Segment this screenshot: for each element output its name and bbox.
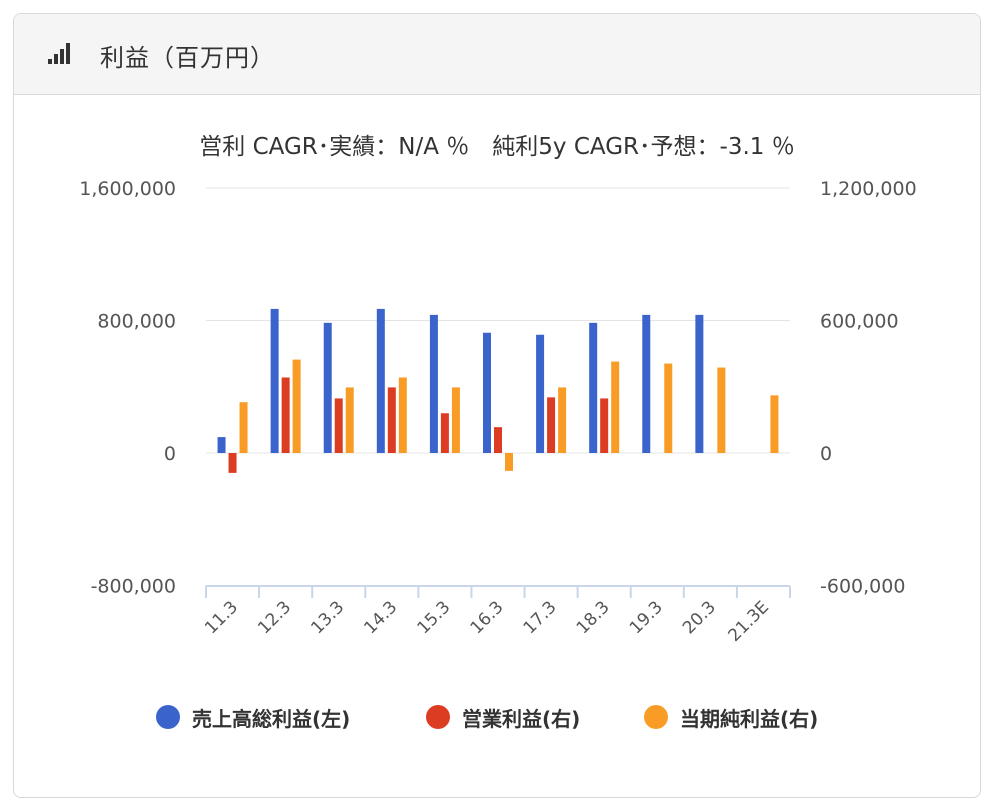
bar-3 <box>451 387 460 453</box>
chart-legend: 売上高総利益(左) 営業利益(右) 当期純利益(右) <box>14 702 980 732</box>
right-tick-label: -600,000 <box>820 576 905 598</box>
bar-3 <box>717 367 726 453</box>
bar-1 <box>589 322 598 453</box>
legend-item[interactable]: 売上高総利益(左) <box>156 702 350 732</box>
profit-chart: 営利 CAGR･実績：N/A ％ 純利5y CAGR･予想：-3.1 ％ 1,60… <box>79 134 917 646</box>
legend-label: 売上高総利益(左) <box>192 706 351 731</box>
legend-label: 当期純利益(右) <box>680 706 819 731</box>
x-tick-label: 19.3 <box>626 597 667 638</box>
legend-item[interactable]: 営業利益(右) <box>426 702 580 732</box>
chart-title: 営利 CAGR･実績：N/A ％ 純利5y CAGR･予想：-3.1 ％ <box>199 134 794 160</box>
x-tick-label: 16.3 <box>467 597 508 638</box>
bar-3 <box>292 359 301 453</box>
x-tick-label: 12.3 <box>254 597 295 638</box>
x-tick-label: 15.3 <box>414 597 455 638</box>
right-tick-label: 1,200,000 <box>820 178 917 200</box>
bar-2 <box>228 453 237 473</box>
bar-1 <box>323 322 332 453</box>
bar-1 <box>217 437 226 453</box>
left-tick-label: 800,000 <box>97 311 176 333</box>
bar-2 <box>494 427 502 453</box>
legend-marker <box>426 705 450 729</box>
bar-1 <box>536 334 545 453</box>
left-tick-label: 0 <box>164 443 176 465</box>
bar-1 <box>695 314 704 453</box>
bar-1 <box>483 332 491 453</box>
x-tick-label: 14.3 <box>360 597 401 638</box>
legend-item[interactable]: 当期純利益(右) <box>644 702 818 732</box>
left-tick-label: 1,600,000 <box>79 178 176 200</box>
panel-header: 利益（百万円） <box>14 14 980 95</box>
x-tick-label: 11.3 <box>201 597 242 638</box>
bar-3 <box>345 387 354 453</box>
bar-3 <box>505 453 513 471</box>
bar-2 <box>387 387 396 453</box>
bar-1 <box>376 308 385 453</box>
panel-title: 利益（百万円） <box>100 44 275 72</box>
right-tick-label: 0 <box>820 443 832 465</box>
left-tick-label: -800,000 <box>91 576 176 598</box>
right-tick-label: 600,000 <box>820 311 899 333</box>
legend-marker <box>156 705 180 729</box>
x-tick-label: 17.3 <box>520 597 561 638</box>
legend-marker <box>644 705 668 729</box>
bar-3 <box>611 361 620 453</box>
bar-3 <box>398 377 407 453</box>
bar-3 <box>770 395 779 453</box>
signal-bars-icon <box>48 43 70 64</box>
x-tick-label: 18.3 <box>573 597 614 638</box>
x-tick-label: 21.3E <box>724 597 773 646</box>
bar-1 <box>642 314 651 453</box>
legend-label: 営業利益(右) <box>462 706 581 731</box>
bar-3 <box>664 363 673 453</box>
x-tick-label: 20.3 <box>679 597 720 638</box>
profit-panel: 利益（百万円） 営利 CAGR･実績：N/A ％ 純利5y CAGR･予想：-3… <box>13 13 981 798</box>
bar-2 <box>440 413 449 453</box>
bar-2 <box>600 398 609 453</box>
bar-3 <box>558 387 567 453</box>
bar-1 <box>270 308 279 453</box>
bar-3 <box>239 402 248 453</box>
x-tick-label: 13.3 <box>307 597 348 638</box>
bar-2 <box>547 397 556 453</box>
bar-2 <box>281 377 290 453</box>
bar-1 <box>429 314 438 453</box>
bar-2 <box>334 398 343 453</box>
